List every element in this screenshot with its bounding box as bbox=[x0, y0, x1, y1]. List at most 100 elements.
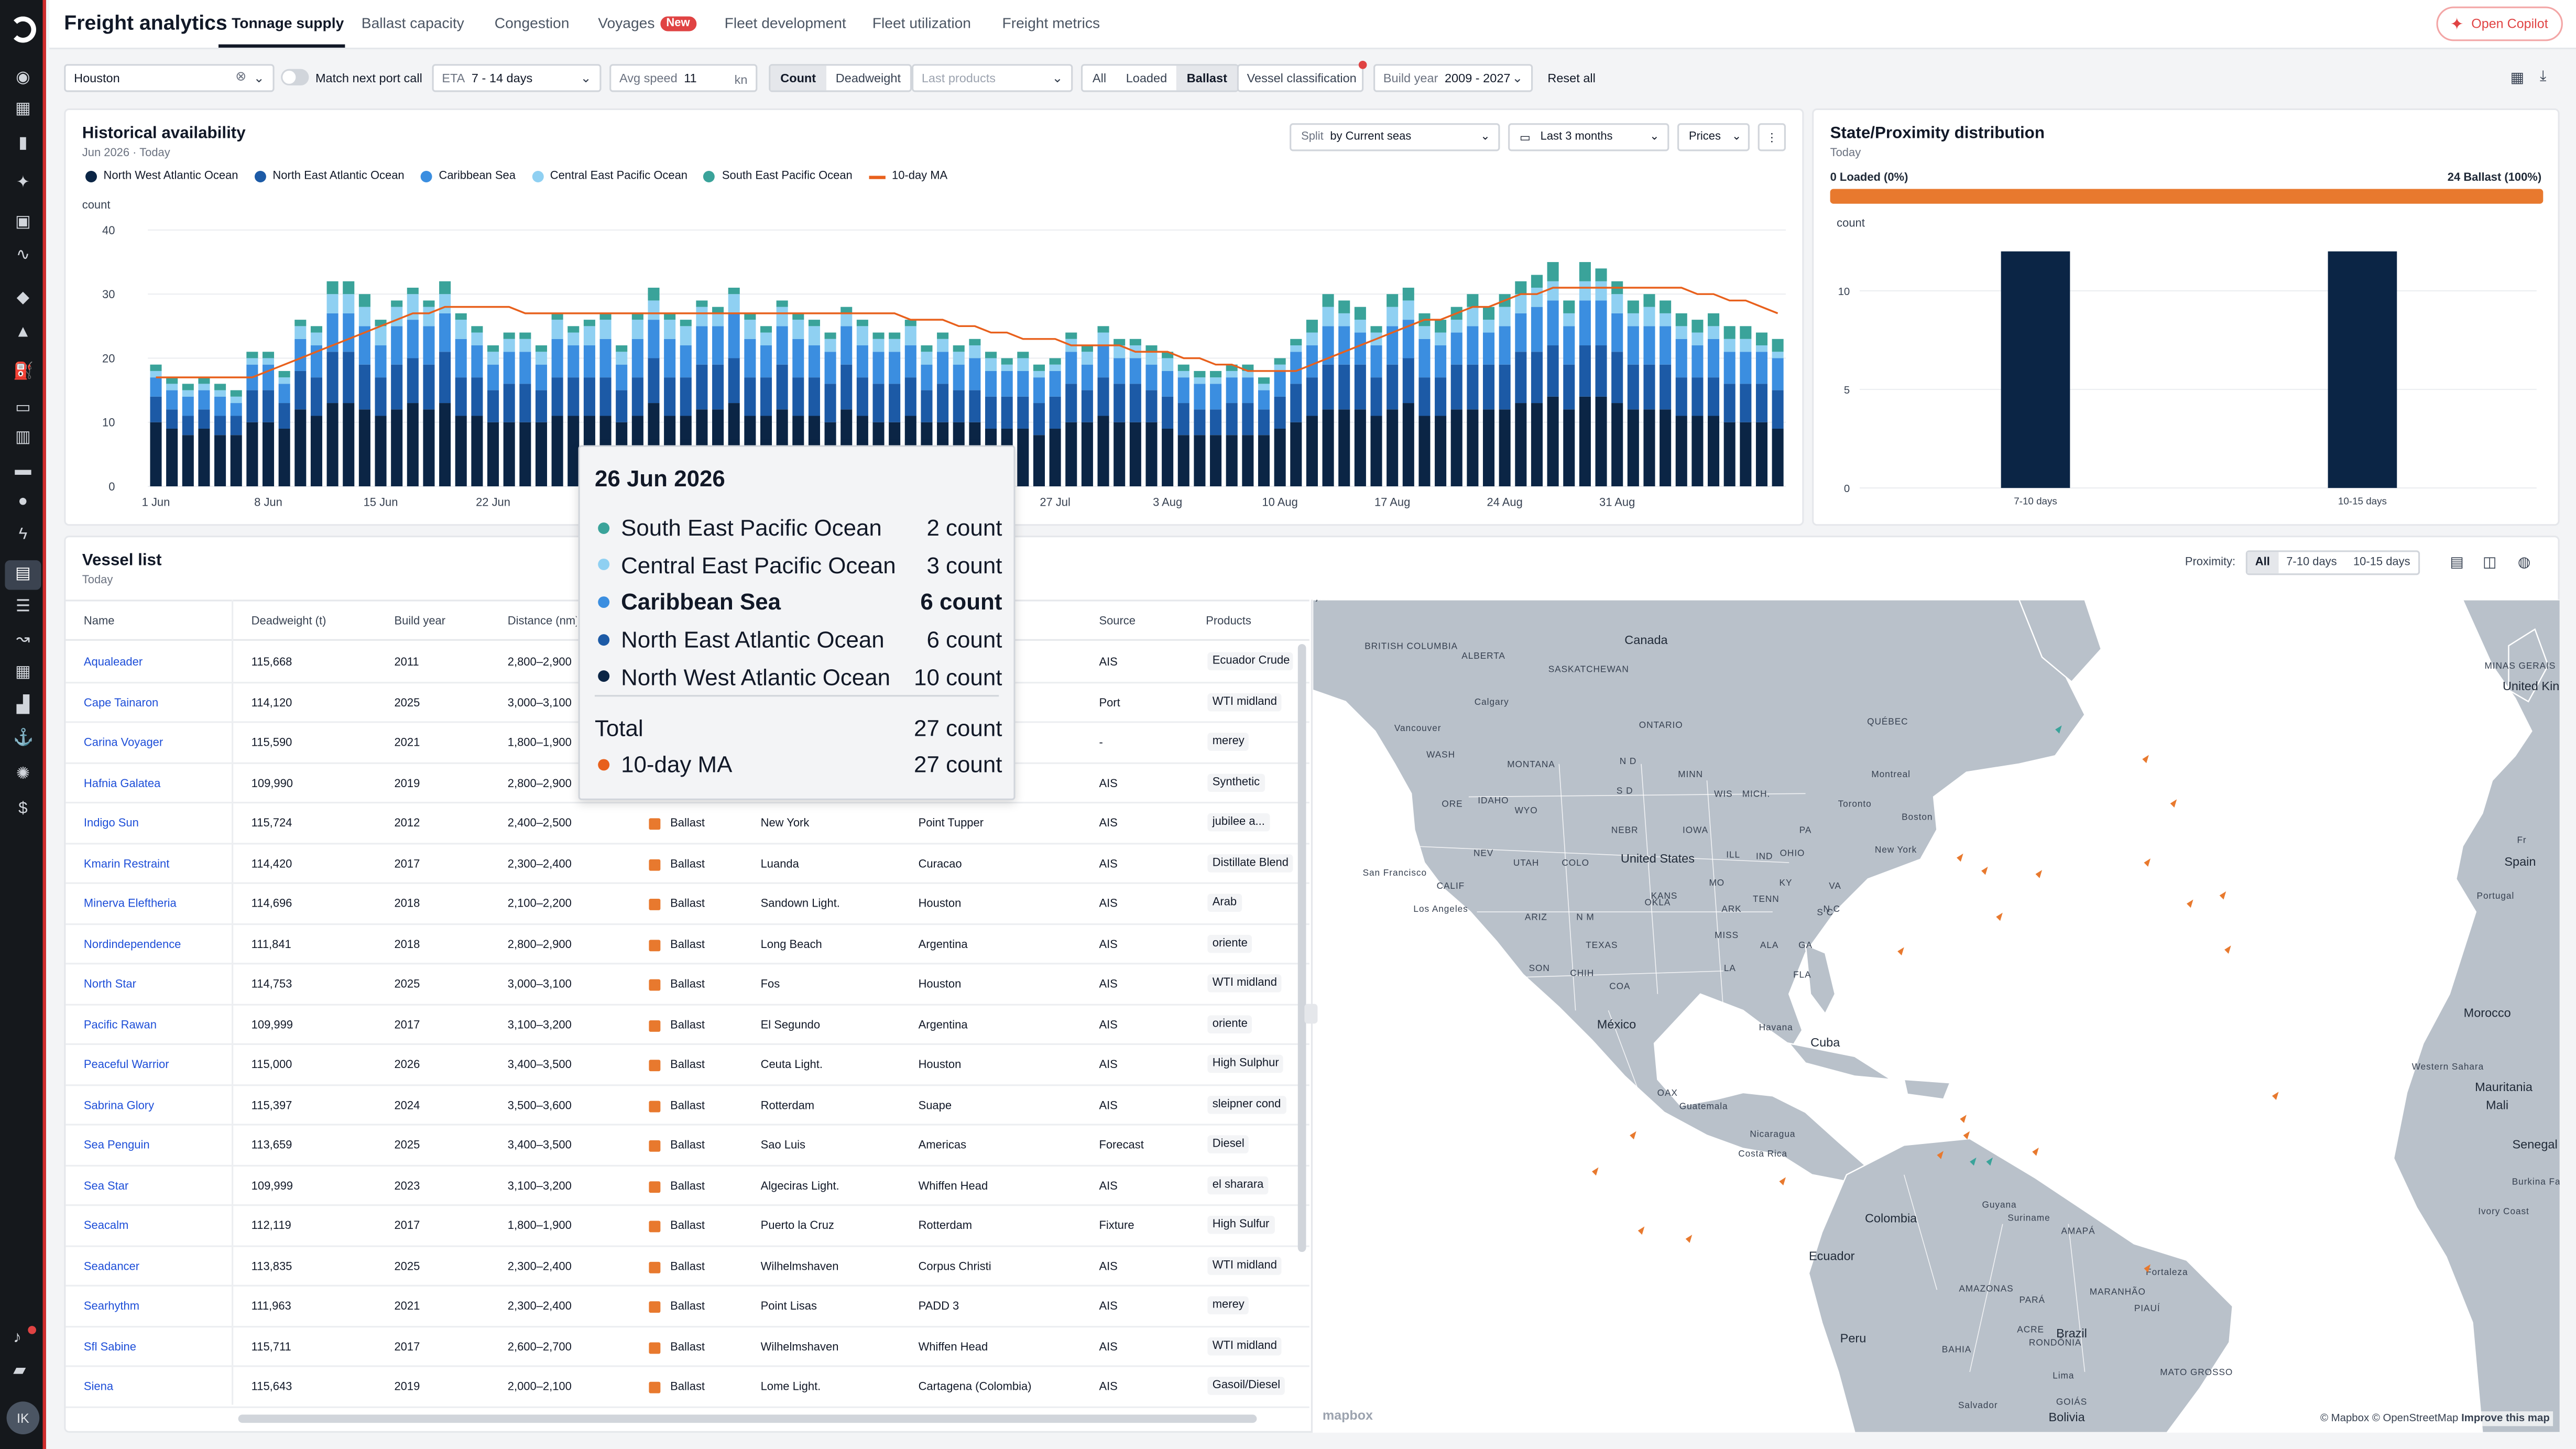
table-row[interactable]: Searhythm 111,963 2021 2,300–2,400 Balla… bbox=[66, 1287, 1309, 1327]
table-row[interactable]: Sea Penguin 113,659 2025 3,400–3,500 Bal… bbox=[66, 1126, 1309, 1166]
split-select[interactable]: Split by Current seas ⌄ bbox=[1290, 123, 1500, 151]
col-deadweight[interactable]: Deadweight (t) bbox=[251, 616, 326, 628]
legend-item[interactable]: Central East Pacific Ocean bbox=[532, 171, 687, 183]
table-row[interactable]: Seacalm 112,119 2017 1,800–1,900 Ballast… bbox=[66, 1206, 1309, 1247]
legend-item[interactable]: 10-day MA bbox=[869, 171, 947, 182]
building-icon[interactable]: ▤ bbox=[5, 560, 41, 590]
table-row[interactable]: Peaceful Warrior 115,000 2026 3,400–3,50… bbox=[66, 1045, 1309, 1085]
fuel-icon[interactable]: ⛽ bbox=[13, 363, 34, 382]
app-logo-icon[interactable] bbox=[9, 16, 36, 43]
vessel-name-link[interactable]: Nordindependence bbox=[83, 939, 181, 951]
proximity-10-15[interactable]: 10-15 days bbox=[2353, 557, 2410, 569]
open-copilot-button[interactable]: ✦ Open Copilot bbox=[2437, 6, 2563, 41]
table-row[interactable]: Sea Star 109,999 2023 3,100–3,200 Ballas… bbox=[66, 1165, 1309, 1206]
tab-congestion[interactable]: Congestion bbox=[494, 15, 570, 31]
vessel-name-link[interactable]: Indigo Sun bbox=[83, 818, 139, 830]
vessel-name-link[interactable]: Minerva Eleftheria bbox=[83, 898, 177, 910]
col-products[interactable]: Products bbox=[1206, 616, 1251, 628]
sparkle-icon[interactable]: ✦ bbox=[16, 174, 30, 192]
pulse-icon[interactable]: ∿ bbox=[16, 246, 30, 265]
col-build-year[interactable]: Build year bbox=[394, 616, 446, 628]
table-row[interactable]: Indigo Sun 115,724 2012 2,400–2,500 Ball… bbox=[66, 803, 1309, 844]
vessel-map[interactable]: Canada BRITISH COLUMBIA ALBERTA SASKATCHEWA… bbox=[1311, 600, 2560, 1433]
oil-icon[interactable]: ▭ bbox=[15, 399, 31, 418]
map-attribution[interactable]: © Mapbox © OpenStreetMap Improve this ma… bbox=[2317, 1411, 2553, 1426]
vessel-name-link[interactable]: Cape Tainaron bbox=[83, 697, 159, 709]
prices-select[interactable]: Prices ⌄ bbox=[1677, 123, 1750, 151]
chat-icon[interactable]: ▰ bbox=[13, 1362, 26, 1380]
lightning-icon[interactable]: ϟ bbox=[18, 526, 28, 544]
proximity-all[interactable]: All bbox=[2247, 552, 2278, 574]
vessel-name-link[interactable]: Sfl Sabine bbox=[83, 1341, 136, 1353]
state-ballast[interactable]: Ballast bbox=[1176, 66, 1237, 91]
vessel-name-link[interactable]: Peaceful Warrior bbox=[83, 1060, 169, 1072]
vessel-name-link[interactable]: Aqualeader bbox=[83, 657, 143, 669]
tanker-icon[interactable]: ▬ bbox=[15, 461, 31, 480]
grid-view-icon[interactable]: ▦ bbox=[2510, 69, 2525, 86]
table-horizontal-scrollbar[interactable] bbox=[238, 1414, 1257, 1423]
measure-deadweight[interactable]: Deadweight bbox=[835, 70, 901, 86]
grid-icon[interactable]: ▦ bbox=[15, 100, 31, 118]
proximity-bar-chart[interactable]: count 0 5 10 7-10 days 10-15 days bbox=[1814, 209, 2558, 524]
ship-icon[interactable]: ▣ bbox=[15, 213, 31, 232]
table-row[interactable]: Sfl Sabine 115,711 2017 2,600–2,700 Ball… bbox=[66, 1327, 1309, 1367]
col-source[interactable]: Source bbox=[1099, 616, 1136, 628]
vessel-name-link[interactable]: North Star bbox=[83, 979, 136, 991]
list-icon[interactable]: ☰ bbox=[15, 598, 30, 616]
split-view-icon[interactable]: ◫ bbox=[2483, 553, 2497, 570]
drop-icon[interactable]: ● bbox=[18, 493, 28, 511]
tab-fleet-development[interactable]: Fleet development bbox=[724, 15, 846, 31]
table-vertical-scrollbar[interactable] bbox=[1297, 644, 1306, 1252]
factory-icon[interactable]: ▟ bbox=[16, 696, 29, 715]
legend-item[interactable]: Caribbean Sea bbox=[421, 171, 516, 183]
vessel-name-link[interactable]: Seadancer bbox=[83, 1261, 140, 1273]
clear-icon[interactable]: ⊗ bbox=[235, 69, 247, 84]
table-row[interactable]: Pacific Rawan 109,999 2017 3,100–3,200 B… bbox=[66, 1005, 1309, 1045]
table-row[interactable]: Siena 115,643 2019 2,000–2,100 Ballast L… bbox=[66, 1367, 1309, 1408]
vessel-name-link[interactable]: Sabrina Glory bbox=[83, 1100, 155, 1112]
globe-icon[interactable]: ◍ bbox=[2517, 553, 2531, 570]
table-row[interactable]: North Star 114,753 2025 3,000–3,100 Ball… bbox=[66, 964, 1309, 1005]
state-all[interactable]: All bbox=[1092, 70, 1107, 86]
vessel-name-link[interactable]: Searhythm bbox=[83, 1301, 140, 1313]
tab-tonnage-supply[interactable]: Tonnage supply bbox=[232, 15, 344, 31]
vessel-name-link[interactable]: Kmarin Restraint bbox=[83, 858, 170, 870]
chart-icon[interactable]: ▥ bbox=[15, 429, 31, 447]
vessel-name-link[interactable]: Seacalm bbox=[83, 1221, 129, 1233]
map-resize-handle[interactable] bbox=[1304, 1004, 1318, 1024]
download-icon[interactable]: ⤓ bbox=[2540, 67, 2547, 84]
tab-freight-metrics[interactable]: Freight metrics bbox=[1002, 15, 1100, 31]
proximity-7-10[interactable]: 7-10 days bbox=[2286, 557, 2337, 569]
eta-select[interactable]: ETA 7 - 14 days ⌄ bbox=[432, 64, 602, 92]
anchor-icon[interactable]: ⚓ bbox=[13, 729, 34, 748]
more-options-icon[interactable]: ⋮ bbox=[1758, 123, 1786, 151]
table-view-icon[interactable]: ▤ bbox=[2450, 553, 2464, 570]
vessel-name-link[interactable]: Sea Star bbox=[83, 1180, 129, 1192]
table-row[interactable]: Sabrina Glory 115,397 2024 3,500–3,600 B… bbox=[66, 1085, 1309, 1126]
tab-voyages[interactable]: Voyages New bbox=[598, 15, 697, 31]
table-row[interactable]: Hafnia Galatea 109,990 2019 2,800–2,900 … bbox=[66, 763, 1309, 804]
network-icon[interactable]: ✺ bbox=[16, 766, 30, 784]
table-row[interactable]: Seadancer 113,835 2025 2,300–2,400 Balla… bbox=[66, 1246, 1309, 1287]
route-icon[interactable]: ↝ bbox=[16, 630, 30, 649]
vessel-name-link[interactable]: Carina Voyager bbox=[83, 737, 163, 749]
legend-item[interactable]: North East Atlantic Ocean bbox=[254, 171, 405, 183]
vessel-name-link[interactable]: Sea Penguin bbox=[83, 1140, 150, 1152]
legend-item[interactable]: South East Pacific Ocean bbox=[704, 171, 853, 183]
tab-fleet-utilization[interactable]: Fleet utilization bbox=[872, 15, 972, 31]
notifications-icon[interactable]: ♪ bbox=[13, 1329, 21, 1347]
location-select[interactable]: Houston ⊗ ⌄ bbox=[64, 64, 275, 92]
dollar-icon[interactable]: $ bbox=[18, 800, 28, 819]
vessel-name-link[interactable]: Hafnia Galatea bbox=[83, 778, 161, 790]
reset-all-button[interactable]: Reset all bbox=[1547, 70, 1596, 86]
legend-item[interactable]: North West Atlantic Ocean bbox=[85, 171, 238, 183]
user-avatar[interactable]: IK bbox=[6, 1401, 40, 1435]
vessel-name-link[interactable]: Siena bbox=[83, 1381, 114, 1393]
build-year-select[interactable]: Build year 2009 - 2027 ⌄ bbox=[1373, 64, 1533, 92]
table-row[interactable]: Nordindependence 111,841 2018 2,800–2,90… bbox=[66, 924, 1309, 965]
last-products-select[interactable]: Last products ⌄ bbox=[912, 64, 1073, 92]
flag-icon[interactable]: ▲ bbox=[15, 323, 31, 342]
state-loaded[interactable]: Loaded bbox=[1126, 70, 1167, 86]
table-row[interactable]: Kmarin Restraint 114,420 2017 2,300–2,40… bbox=[66, 844, 1309, 884]
